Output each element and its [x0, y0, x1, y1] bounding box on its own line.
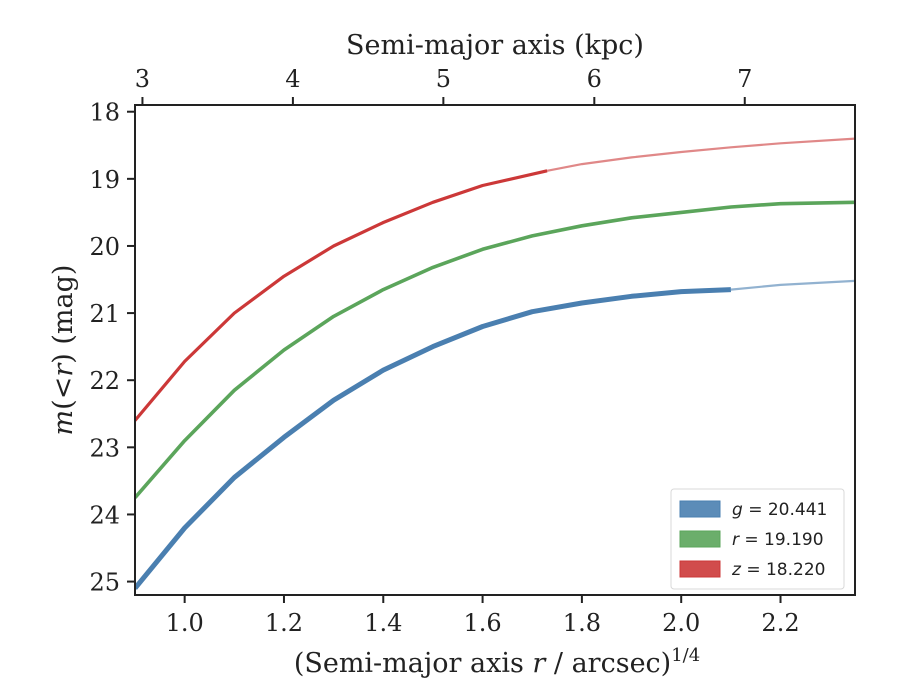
x-tick-label: 1.6: [464, 609, 502, 637]
top-tick-label: 7: [737, 65, 752, 93]
y-tick-label: 23: [89, 434, 120, 462]
series-line-z-extrapolated: [546, 137, 855, 172]
series-line-z: [135, 169, 548, 422]
top-tick-label: 5: [436, 65, 451, 93]
series-line-r: [135, 200, 855, 499]
x-tick-label: 2.0: [662, 609, 700, 637]
top-tick-label: 6: [587, 65, 602, 93]
top-axis: 3 4 5 6 7: [135, 65, 752, 105]
x-tick-label: 1.0: [166, 609, 204, 637]
legend-label-r: r = 19.190: [732, 530, 824, 550]
x-tick-label: 1.4: [364, 609, 402, 637]
legend-label-z: z = 18.220: [731, 560, 825, 580]
y-axis-title: m(<r) (mag): [48, 265, 79, 436]
left-axis: 18 19 20 21 22 23 24 25: [89, 99, 135, 597]
legend: g = 20.441 r = 19.190 z = 18.220: [670, 488, 845, 590]
legend-swatch-r: [679, 530, 721, 548]
legend-swatch-g: [679, 500, 721, 518]
top-tick-label: 4: [285, 65, 300, 93]
top-tick-label: 3: [135, 65, 150, 93]
y-tick-label: 21: [89, 300, 120, 328]
series-line-g: [135, 287, 732, 590]
y-tick-label: 19: [89, 166, 120, 194]
x-axis-title: (Semi-major axis r / arcsec)1/4: [294, 645, 700, 679]
plot-frame: [134, 104, 856, 596]
y-tick-label: 24: [89, 501, 120, 529]
series-line-g-extrapolated: [730, 279, 855, 291]
top-axis-title: Semi-major axis (kpc): [346, 30, 644, 61]
y-tick-label: 22: [89, 367, 120, 395]
x-tick-label: 1.8: [563, 609, 601, 637]
x-tick-label: 1.2: [265, 609, 303, 637]
x-tick-label: 2.2: [761, 609, 799, 637]
y-tick-label: 20: [89, 233, 120, 261]
legend-label-g: g = 20.441: [732, 500, 827, 520]
legend-swatch-z: [679, 560, 721, 578]
series-layer: [135, 137, 855, 590]
y-tick-label: 18: [89, 99, 120, 127]
bottom-axis: 1.0 1.2 1.4 1.6 1.8 2.0 2.2: [166, 595, 800, 637]
y-tick-label: 25: [89, 569, 120, 597]
